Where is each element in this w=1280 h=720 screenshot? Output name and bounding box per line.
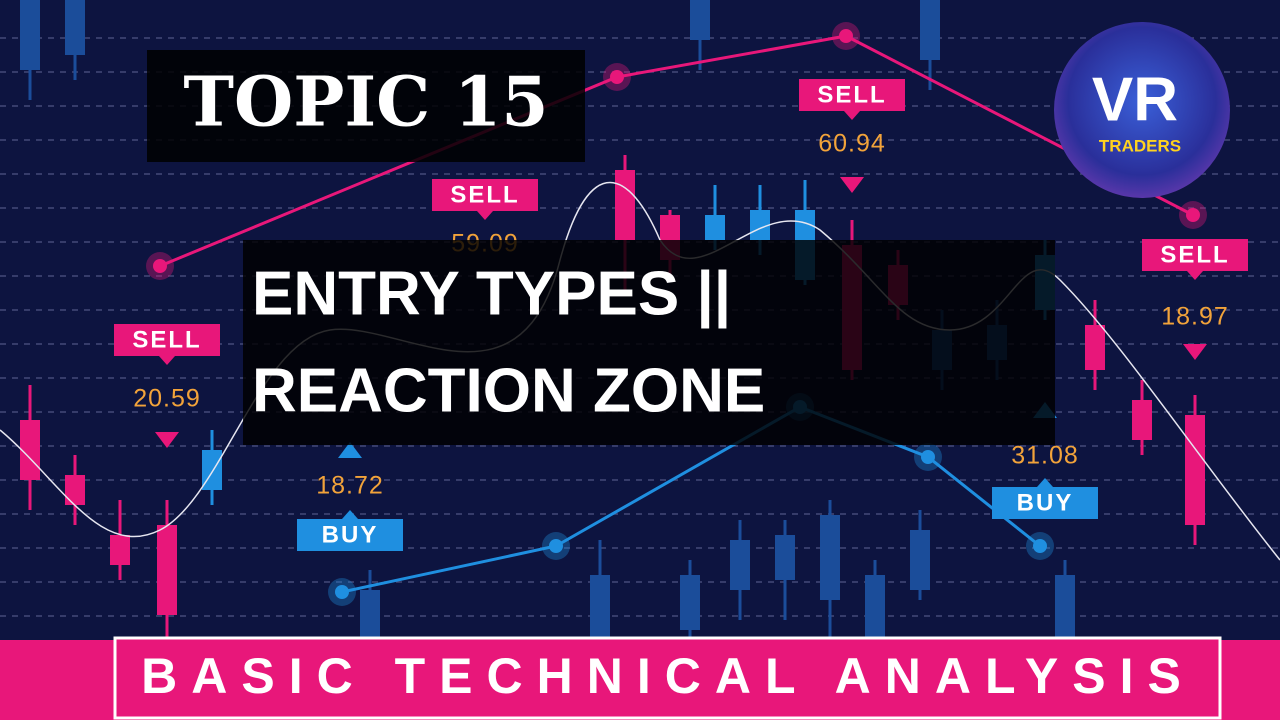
signal-pointer (159, 356, 175, 365)
candle-body (1185, 415, 1205, 525)
signal-price: 60.94 (818, 130, 886, 158)
signal-price: 18.97 (1161, 303, 1229, 331)
candle-body (65, 475, 85, 505)
candle-body (590, 575, 610, 640)
footer-box (113, 636, 1222, 720)
footer: BASIC TECHNICAL ANALYSIS (141, 648, 1195, 704)
signal-price: 20.59 (133, 385, 201, 413)
signal-pointer (1187, 271, 1203, 280)
headline-box (243, 240, 1055, 445)
signal-label: SELL (817, 81, 886, 108)
candle-body (360, 590, 380, 640)
candle-body (820, 515, 840, 600)
candle-body (705, 215, 725, 240)
headline-line: REACTION ZONE (252, 356, 765, 425)
candle-body (615, 170, 635, 240)
candle-body (920, 0, 940, 60)
point (839, 29, 853, 43)
signal-box (992, 487, 1098, 519)
signal-label: BUY (1017, 489, 1074, 516)
signal-pointer (844, 111, 860, 120)
signal-box (432, 179, 538, 211)
signal-label: BUY (322, 521, 379, 548)
sell-line (159, 34, 1194, 268)
signal-price: 18.72 (316, 472, 384, 500)
candle-body (1055, 575, 1075, 640)
point (335, 585, 349, 599)
signal-label: SELL (450, 181, 519, 208)
candle-body (690, 0, 710, 40)
signal-pointer (477, 211, 493, 220)
candle-body (775, 535, 795, 580)
candle-body (65, 0, 85, 55)
candle-body (110, 535, 130, 565)
signal-pointer (1037, 478, 1053, 487)
title-box (147, 50, 585, 162)
signal-label: SELL (132, 326, 201, 353)
signal-arrow (155, 432, 179, 448)
signal-label: SELL (1160, 241, 1229, 268)
candle-body (680, 575, 700, 630)
point (549, 539, 563, 553)
candle-body (1132, 400, 1152, 440)
candle-body (20, 420, 40, 480)
signal-box (297, 519, 403, 551)
point (1033, 539, 1047, 553)
point (921, 450, 935, 464)
logo-subtitle: TRADERS (1099, 136, 1181, 155)
candle-body (750, 210, 770, 240)
candle-body (1085, 325, 1105, 370)
point (1186, 208, 1200, 222)
signal-box (799, 79, 905, 111)
point (610, 70, 624, 84)
point (153, 259, 167, 273)
candle-body (865, 575, 885, 640)
points (146, 22, 1207, 606)
candle-body (20, 0, 40, 70)
signal-pointer (342, 510, 358, 519)
headline-line: ENTRY TYPES || (252, 259, 731, 329)
signal-arrow (840, 177, 864, 193)
logo-title: VR (1092, 65, 1178, 134)
signal-arrow (1183, 344, 1207, 360)
title: TOPIC 15 (183, 63, 548, 143)
signal-box (114, 324, 220, 356)
signal-box (1142, 239, 1248, 271)
logo (1054, 22, 1230, 198)
signal-price: 31.08 (1011, 442, 1079, 470)
signal-arrow (338, 442, 362, 458)
candle-body (910, 530, 930, 590)
candle-body (730, 540, 750, 590)
candle-body (157, 525, 177, 615)
